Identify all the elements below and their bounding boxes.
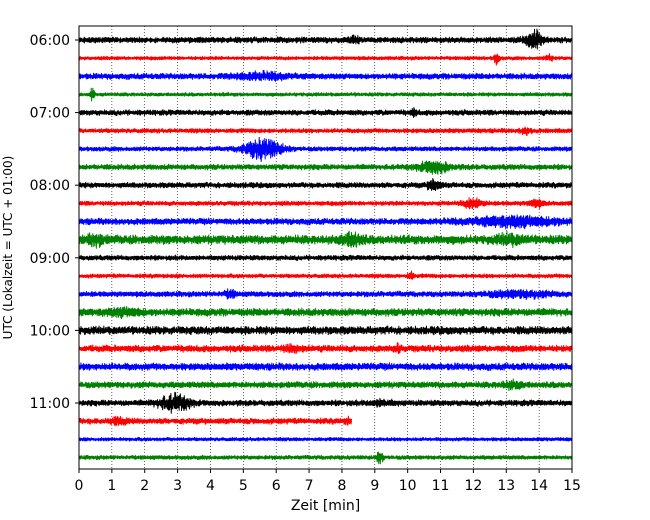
trace-0845	[78, 230, 573, 249]
x-tick-label-14: 14	[530, 478, 548, 494]
trace-0645	[78, 87, 573, 102]
seismogram-traces	[78, 28, 573, 465]
x-tick-label-0: 0	[75, 478, 84, 494]
x-tick-label-9: 9	[370, 478, 379, 494]
trace-0930	[78, 288, 573, 300]
trace-0715	[78, 126, 573, 137]
trace-0815	[78, 197, 573, 210]
x-tick-label-15: 15	[563, 478, 581, 494]
trace-1030	[78, 362, 573, 372]
x-tick-label-13: 13	[497, 478, 515, 494]
y-tick-label-4: 10:00	[30, 323, 70, 339]
trace-0615	[78, 53, 573, 66]
trace-1115	[78, 415, 353, 427]
y-axis-ticks: 06:00 07:00 08:00 09:00 10:00 11:00	[30, 33, 79, 412]
x-axis-ticks: 0 1 2 3 4 5 6 7 8 9 10 11 12 13 14 15	[75, 469, 581, 494]
x-tick-label-12: 12	[464, 478, 482, 494]
trace-1130	[78, 436, 573, 442]
trace-1015	[78, 342, 573, 355]
x-tick-label-6: 6	[272, 478, 281, 494]
trace-0730	[78, 136, 573, 163]
trace-0830	[78, 214, 573, 230]
x-tick-label-3: 3	[173, 478, 182, 494]
x-tick-label-8: 8	[337, 478, 346, 494]
trace-0745	[78, 160, 573, 175]
y-tick-label-5: 11:00	[30, 396, 70, 412]
trace-0630	[78, 69, 573, 82]
plot-frame	[78, 25, 573, 470]
x-tick-label-7: 7	[305, 478, 314, 494]
x-tick-label-2: 2	[140, 478, 149, 494]
trace-0915	[78, 270, 573, 280]
y-axis-label: UTC (Lokalzeit = UTC + 01:00)	[1, 156, 15, 340]
x-tick-label-5: 5	[239, 478, 248, 494]
trace-1145	[78, 451, 573, 465]
x-tick-label-1: 1	[107, 478, 116, 494]
trace-0945	[78, 305, 573, 320]
trace-0600	[78, 28, 573, 50]
trace-1100	[78, 391, 573, 414]
trace-0800	[78, 177, 573, 192]
trace-1045	[78, 378, 573, 392]
vertical-gridlines	[111, 26, 540, 469]
trace-0900	[78, 254, 573, 261]
x-tick-label-11: 11	[432, 478, 450, 494]
trace-0700	[78, 107, 573, 118]
x-tick-label-4: 4	[206, 478, 215, 494]
y-tick-label-1: 07:00	[30, 106, 70, 122]
y-tick-label-3: 09:00	[30, 251, 70, 267]
trace-1000	[78, 325, 573, 336]
x-axis-label: Zeit [min]	[291, 498, 360, 514]
y-tick-label-0: 06:00	[30, 33, 70, 49]
y-tick-label-2: 08:00	[30, 178, 70, 194]
x-tick-label-10: 10	[399, 478, 417, 494]
